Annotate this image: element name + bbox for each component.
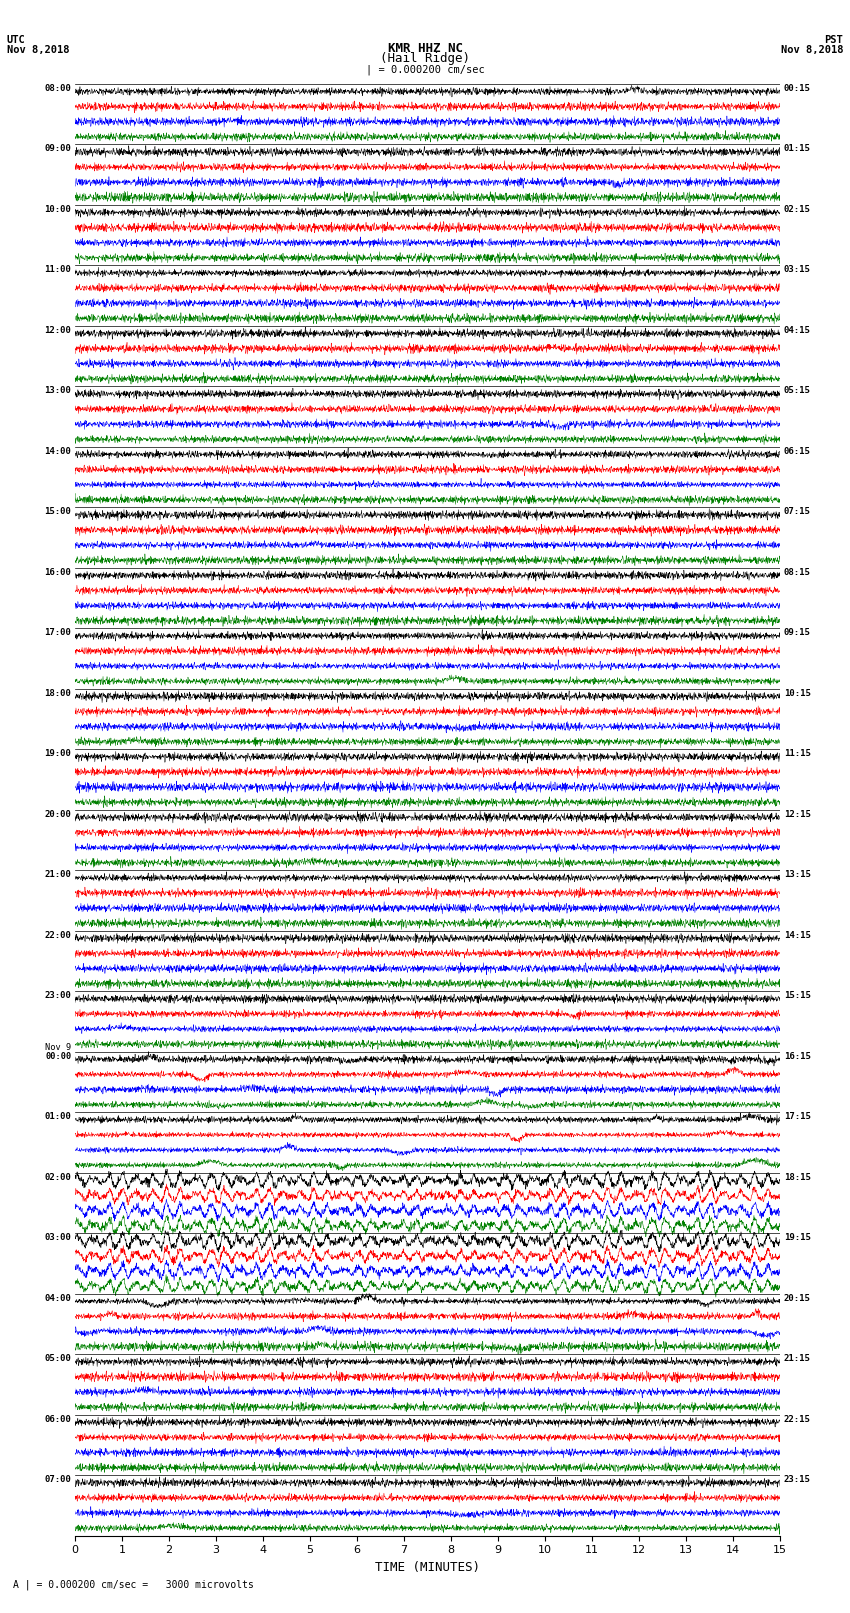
Text: 09:15: 09:15: [784, 629, 811, 637]
Text: 22:15: 22:15: [784, 1415, 811, 1424]
Text: 21:00: 21:00: [44, 871, 71, 879]
Text: Nov 9: Nov 9: [45, 1042, 71, 1052]
Text: 21:15: 21:15: [784, 1355, 811, 1363]
Text: 05:00: 05:00: [44, 1355, 71, 1363]
Text: 02:00: 02:00: [44, 1173, 71, 1182]
Text: 20:00: 20:00: [44, 810, 71, 819]
Text: 03:00: 03:00: [44, 1232, 71, 1242]
Text: 15:00: 15:00: [44, 506, 71, 516]
Text: 10:00: 10:00: [44, 205, 71, 215]
Text: 15:15: 15:15: [784, 990, 811, 1000]
Text: Nov 8,2018: Nov 8,2018: [7, 45, 70, 55]
Text: 03:15: 03:15: [784, 266, 811, 274]
Text: 13:15: 13:15: [784, 871, 811, 879]
Text: 01:00: 01:00: [44, 1113, 71, 1121]
Text: 08:15: 08:15: [784, 568, 811, 577]
Text: Nov 8,2018: Nov 8,2018: [780, 45, 843, 55]
Text: 12:15: 12:15: [784, 810, 811, 819]
X-axis label: TIME (MINUTES): TIME (MINUTES): [375, 1561, 480, 1574]
Text: 01:15: 01:15: [784, 145, 811, 153]
Text: 12:00: 12:00: [44, 326, 71, 336]
Text: | = 0.000200 cm/sec: | = 0.000200 cm/sec: [366, 65, 484, 76]
Text: 00:15: 00:15: [784, 84, 811, 94]
Text: 18:00: 18:00: [44, 689, 71, 698]
Text: 04:00: 04:00: [44, 1294, 71, 1303]
Text: 23:00: 23:00: [44, 990, 71, 1000]
Text: 06:00: 06:00: [44, 1415, 71, 1424]
Text: 19:00: 19:00: [44, 748, 71, 758]
Text: 18:15: 18:15: [784, 1173, 811, 1182]
Text: 02:15: 02:15: [784, 205, 811, 215]
Text: 23:15: 23:15: [784, 1474, 811, 1484]
Text: 16:00: 16:00: [44, 568, 71, 577]
Text: PST: PST: [824, 35, 843, 45]
Text: 09:00: 09:00: [44, 145, 71, 153]
Text: 14:15: 14:15: [784, 931, 811, 940]
Text: 19:15: 19:15: [784, 1232, 811, 1242]
Text: 16:15: 16:15: [784, 1052, 811, 1061]
Text: 22:00: 22:00: [44, 931, 71, 940]
Text: 17:15: 17:15: [784, 1113, 811, 1121]
Text: 11:15: 11:15: [784, 748, 811, 758]
Text: 11:00: 11:00: [44, 266, 71, 274]
Text: 10:15: 10:15: [784, 689, 811, 698]
Text: 07:00: 07:00: [44, 1474, 71, 1484]
Text: 17:00: 17:00: [44, 629, 71, 637]
Text: 08:00: 08:00: [44, 84, 71, 94]
Text: KMR HHZ NC: KMR HHZ NC: [388, 42, 462, 55]
Text: A | = 0.000200 cm/sec =   3000 microvolts: A | = 0.000200 cm/sec = 3000 microvolts: [13, 1579, 253, 1590]
Text: 00:00: 00:00: [45, 1052, 71, 1061]
Text: UTC: UTC: [7, 35, 26, 45]
Text: 20:15: 20:15: [784, 1294, 811, 1303]
Text: 05:15: 05:15: [784, 387, 811, 395]
Text: (Hail Ridge): (Hail Ridge): [380, 52, 470, 65]
Text: 14:00: 14:00: [44, 447, 71, 456]
Text: 07:15: 07:15: [784, 506, 811, 516]
Text: 06:15: 06:15: [784, 447, 811, 456]
Text: 13:00: 13:00: [44, 387, 71, 395]
Text: 04:15: 04:15: [784, 326, 811, 336]
